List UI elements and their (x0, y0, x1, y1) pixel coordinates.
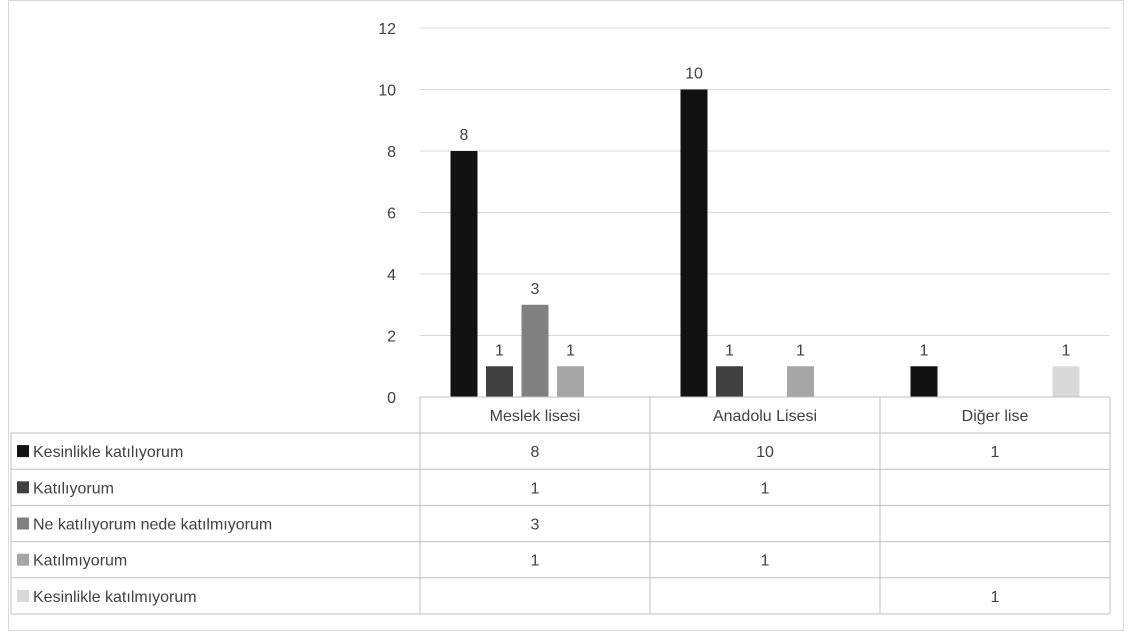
y-tick-label: 0 (387, 390, 396, 407)
table-cell-value: 1 (991, 444, 1000, 461)
data-label: 10 (685, 66, 703, 83)
table-cell-value: 1 (991, 589, 1000, 606)
legend-label: Kesinlikle katılmıyorum (33, 589, 197, 606)
bar (486, 366, 513, 397)
bar (521, 304, 549, 397)
y-tick-label: 12 (378, 21, 396, 38)
y-tick-label: 10 (378, 83, 396, 100)
table-cell-value: 1 (531, 480, 540, 497)
table-cell-value: 1 (761, 553, 770, 570)
table-cell-value: 1 (761, 480, 770, 497)
table-cell-value: 8 (531, 444, 540, 461)
bar (680, 89, 708, 397)
x-tick-label: Diğer lise (962, 408, 1029, 425)
legend-label: Kesinlikle katılıyorum (33, 444, 183, 461)
legend-swatch (17, 589, 29, 602)
legend-swatch (17, 553, 29, 566)
y-tick-label: 4 (387, 267, 396, 284)
legend-swatch (17, 517, 29, 530)
y-tick-label: 2 (387, 329, 396, 346)
legend-swatch (17, 481, 29, 494)
chart-frame (8, 0, 1124, 631)
data-label: 1 (566, 342, 575, 359)
bar (1052, 366, 1080, 397)
data-label: 1 (920, 342, 929, 359)
bar (716, 366, 743, 397)
data-label: 8 (460, 127, 469, 144)
data-label: 1 (725, 342, 734, 359)
y-tick-label: 8 (387, 144, 396, 161)
y-tick-label: 6 (387, 206, 396, 223)
bar (910, 366, 938, 397)
x-tick-label: Anadolu Lisesi (713, 408, 817, 425)
legend-label: Katılıyorum (33, 480, 114, 497)
table-cell-value: 3 (531, 517, 540, 534)
table-cell-value: 1 (531, 553, 540, 570)
bar (787, 366, 814, 397)
x-tick-label: Meslek lisesi (490, 408, 581, 425)
legend-swatch (17, 445, 29, 458)
legend-label: Katılmıyorum (33, 553, 127, 570)
bar (450, 151, 478, 397)
data-label: 1 (1062, 342, 1071, 359)
legend-label: Ne katılıyorum nede katılmıyorum (33, 517, 272, 534)
data-label: 3 (531, 281, 540, 298)
data-label: 1 (796, 342, 805, 359)
table-cell-value: 10 (756, 444, 774, 461)
data-label: 1 (495, 342, 504, 359)
bar (557, 366, 584, 397)
